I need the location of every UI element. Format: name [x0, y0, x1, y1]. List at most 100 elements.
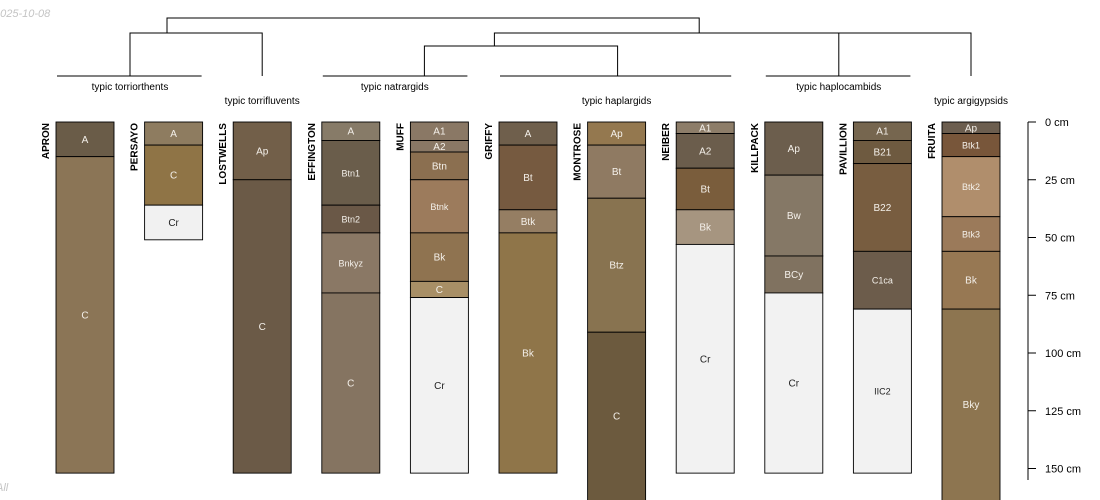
profile-effington: A Btn1 Btn2 Bnkyz C EFFINGTON	[307, 121, 381, 474]
horizon-rect	[852, 163, 912, 252]
horizon-label: Cr	[168, 218, 179, 229]
horizon-label: Bt	[523, 173, 533, 184]
horizon-label: Bw	[787, 211, 802, 222]
horizon-label: Ap	[256, 146, 269, 157]
horizon-rect	[409, 179, 469, 234]
horizon-rect	[409, 232, 469, 282]
horizon-label: C1ca	[872, 276, 893, 286]
profile-name: EFFINGTON	[307, 123, 318, 181]
horizon-label: Bt	[700, 184, 710, 195]
dendrogram-branch	[493, 32, 839, 46]
horizon-label: Btz	[609, 261, 623, 272]
profile-name: NEIBER	[661, 122, 672, 161]
horizon-rect	[764, 292, 824, 474]
profile-name: GRIFFY	[484, 123, 495, 160]
horizon-label: Cr	[434, 381, 445, 392]
horizon-rect	[498, 232, 558, 474]
horizon-rect	[144, 204, 204, 241]
profile-pavillion: A1 B21 B22 C1ca IIC2 PAVILLION	[838, 121, 912, 474]
horizon-label: A1	[876, 127, 889, 138]
horizon-rect	[675, 243, 735, 474]
horizon-label: Btn1	[342, 168, 361, 178]
profile-lostwells: Ap C LOSTWELLS	[218, 121, 292, 474]
axis-tick-label: 50 cm	[1045, 233, 1075, 245]
profile-columns: A C APRON A C Cr PERSAYO Ap C LOSTWELLS A Btn1 Btn2 B…	[41, 121, 1001, 500]
horizon-rect	[321, 232, 381, 294]
date-stamp: 2025-10-08	[0, 8, 51, 20]
taxon-label: typic torriorthents	[92, 82, 169, 93]
horizon-label: C	[347, 379, 354, 390]
horizon-label: Bk	[522, 349, 535, 360]
horizon-label: A2	[433, 142, 446, 153]
horizon-label: Btn2	[342, 215, 361, 225]
horizon-label: A1	[699, 123, 712, 134]
horizon-rect	[941, 250, 1001, 310]
horizon-label: A1	[433, 127, 446, 138]
profile-name: FRUITA	[927, 123, 938, 159]
horizon-label: Bk	[434, 253, 447, 264]
horizon-rect	[675, 209, 735, 245]
profile-name: KILLPACK	[750, 122, 761, 173]
profile-montrose: Ap Bt Btz C MONTROSE	[573, 121, 647, 500]
horizon-label: Bnkyz	[339, 258, 364, 268]
dendrogram-branch	[838, 32, 972, 76]
horizon-label: A	[82, 135, 89, 146]
horizon-rect	[55, 156, 115, 474]
horizon-label: Bk	[699, 223, 712, 234]
horizon-rect	[321, 140, 381, 206]
taxon-label: typic haplocambids	[796, 82, 881, 93]
horizon-label: Cr	[789, 379, 800, 390]
horizon-label: A2	[699, 146, 712, 157]
horizon-rect	[409, 297, 469, 474]
horizon-label: Ap	[965, 123, 978, 134]
horizon-label: A	[170, 129, 177, 140]
dendrogram-branch	[423, 45, 619, 76]
horizon-label: B21	[874, 148, 892, 159]
horizon-label: IIC2	[874, 387, 891, 397]
profile-persayo: A C Cr PERSAYO	[130, 121, 204, 241]
horizon-label: C	[613, 412, 620, 423]
horizon-label: Btk2	[962, 182, 980, 192]
horizon-rect	[675, 167, 735, 211]
horizon-rect	[941, 216, 1001, 252]
horizon-label: Bt	[612, 167, 622, 178]
horizon-label: B22	[874, 203, 892, 214]
horizon-label: Ap	[788, 144, 801, 155]
taxonomy-dendrogram	[57, 17, 972, 77]
horizon-label: Cr	[700, 354, 711, 365]
horizon-label: Ap	[610, 129, 623, 140]
horizon-label: A	[525, 129, 532, 140]
profile-muff: A1 A2 Btn Btnk Bk C Cr MUFF	[395, 121, 469, 474]
horizon-label: Btk	[521, 217, 536, 228]
profile-name: MUFF	[395, 123, 406, 151]
horizon-label: C	[259, 322, 266, 333]
depth-axis: 0 cm 25 cm 50 cm 75 cm 100 cm 125 cm 150 cm	[1027, 117, 1081, 481]
horizon-rect	[941, 308, 1001, 500]
axis-tick-label: 0 cm	[1045, 117, 1069, 129]
horizon-label: C	[170, 171, 177, 182]
horizon-label: BCy	[784, 270, 803, 281]
taxon-label: typic haplargids	[582, 96, 651, 107]
profile-name: APRON	[41, 123, 52, 159]
taxon-label: typic natrargids	[361, 82, 429, 93]
horizon-label: C	[81, 310, 88, 321]
axis-tick-label: 125 cm	[1045, 406, 1081, 418]
taxon-label: typic argigypsids	[934, 96, 1008, 107]
profile-name: MONTROSE	[573, 123, 584, 181]
profile-name: LOSTWELLS	[218, 123, 229, 185]
horizon-label: Btk1	[962, 141, 980, 151]
horizon-label: Btnk	[430, 202, 449, 212]
horizon-label: C	[436, 285, 443, 296]
footer-note: All	[0, 482, 9, 494]
horizon-rect	[232, 179, 292, 474]
profile-name: PAVILLION	[838, 123, 849, 175]
horizon-rect	[941, 156, 1001, 218]
horizon-label: Btn	[432, 161, 447, 172]
taxon-label: typic torrifluvents	[225, 96, 300, 107]
horizon-label: Bky	[963, 400, 980, 411]
axis-tick-label: 150 cm	[1045, 464, 1081, 476]
horizon-rect	[321, 292, 381, 474]
horizon-rect	[764, 174, 824, 257]
horizon-rect	[587, 331, 647, 500]
